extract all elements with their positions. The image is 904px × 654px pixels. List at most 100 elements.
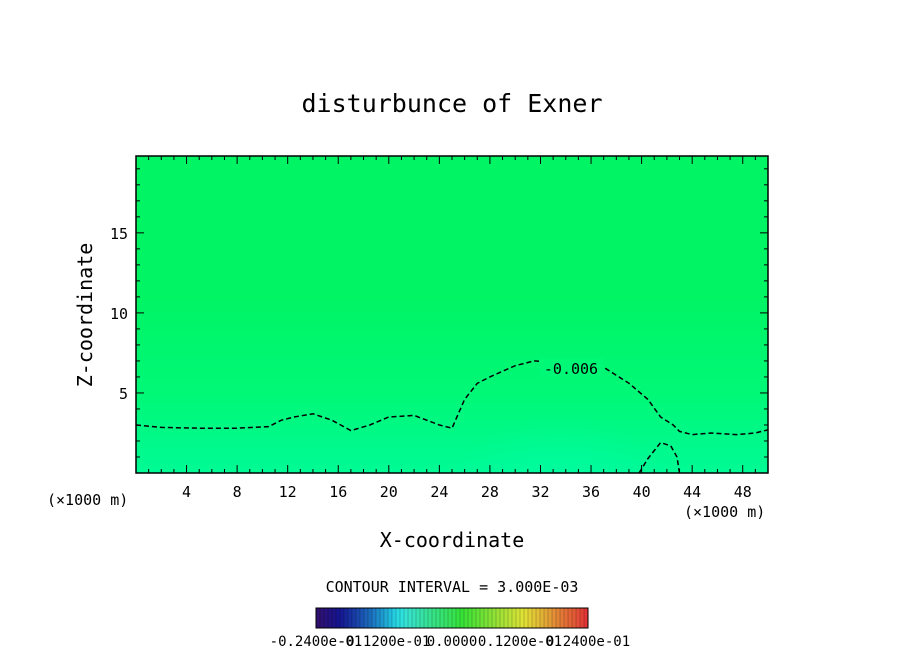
colorbar-cell <box>360 608 365 628</box>
colorbar-cell <box>444 608 449 628</box>
colorbar-frame <box>315 607 589 629</box>
colorbar-cell <box>536 608 541 628</box>
contour-label: -0.006 <box>544 360 598 378</box>
contour-line-loop <box>638 441 681 473</box>
colorbar-cell <box>568 608 573 628</box>
x-tick-label: 40 <box>633 483 651 501</box>
colorbar-cell <box>328 608 333 628</box>
x-unit-left: (×1000 m) <box>47 491 128 509</box>
colorbar-cell <box>368 608 373 628</box>
colorbar-cell <box>356 608 361 628</box>
colorbar-cell <box>428 608 433 628</box>
colorbar-cell <box>484 608 489 628</box>
colorbar-cell <box>576 608 581 628</box>
colorbar-cell <box>516 608 521 628</box>
colorbar-cell <box>420 608 425 628</box>
colorbar-cell <box>376 608 381 628</box>
colorbar-cell <box>440 608 445 628</box>
colorbar-cell <box>528 608 533 628</box>
colorbar-cell <box>320 608 325 628</box>
x-axis-ticks: 4 8 12 16 20 24 28 32 36 40 44 48 <box>148 156 756 501</box>
colorbar-cell <box>424 608 429 628</box>
colorbar-cell <box>468 608 473 628</box>
colorbar-cell <box>504 608 509 628</box>
x-tick-label: 44 <box>683 483 701 501</box>
field-background <box>136 156 768 473</box>
colorbar-cell <box>436 608 441 628</box>
colorbar-cell <box>352 608 357 628</box>
colorbar-labels: -0.2400e-01-0.1200e-010.0000 0.1200e-010.… <box>270 634 631 650</box>
colorbar-cell <box>316 608 321 628</box>
colorbar-label: 0.0000 <box>427 634 478 650</box>
y-tick-label: 10 <box>110 305 128 323</box>
colorbar-cell <box>512 608 517 628</box>
x-tick-label: 36 <box>582 483 600 501</box>
x-tick-label: 32 <box>531 483 549 501</box>
colorbar-cell <box>520 608 525 628</box>
colorbar-cell <box>340 608 345 628</box>
y-axis-label: Z-coordinate <box>73 243 97 388</box>
colorbar-cell <box>556 608 561 628</box>
colorbar-cell <box>492 608 497 628</box>
x-tick-label: 4 <box>182 483 191 501</box>
colorbar-cell <box>372 608 377 628</box>
colorbar-cell <box>432 608 437 628</box>
colorbar-cell <box>396 608 401 628</box>
y-tick-label: 15 <box>110 225 128 243</box>
colorbar-cell <box>524 608 529 628</box>
colorbar-cell <box>332 608 337 628</box>
colorbar-cell <box>464 608 469 628</box>
colorbar-cell <box>508 608 513 628</box>
field-high-bubble <box>450 365 670 473</box>
colorbar-cell <box>572 608 577 628</box>
colorbar <box>315 608 589 628</box>
colorbar-label: -0.1200e-01 <box>338 634 431 650</box>
colorbar-cell <box>472 608 477 628</box>
colorbar-cell <box>496 608 501 628</box>
colorbar-cell <box>344 608 349 628</box>
y-axis-ticks: 5 10 15 <box>110 168 768 458</box>
colorbar-cell <box>348 608 353 628</box>
plot-area <box>136 156 768 473</box>
colorbar-cell <box>552 608 557 628</box>
colorbar-cell <box>412 608 417 628</box>
colorbar-cell <box>408 608 413 628</box>
colorbar-cell <box>532 608 537 628</box>
colorbar-cell <box>452 608 457 628</box>
colorbar-cell <box>392 608 397 628</box>
colorbar-cell <box>544 608 549 628</box>
colorbar-label: -0.2400e-01 <box>270 634 363 650</box>
colorbar-cell <box>580 608 585 628</box>
colorbar-cell <box>416 608 421 628</box>
x-tick-label: 20 <box>380 483 398 501</box>
colorbar-cell <box>384 608 389 628</box>
colorbar-cell <box>364 608 369 628</box>
x-tick-label: 28 <box>481 483 499 501</box>
x-tick-label: 48 <box>734 483 752 501</box>
colorbar-cell <box>380 608 385 628</box>
colorbar-cell <box>564 608 569 628</box>
x-tick-label: 24 <box>430 483 448 501</box>
contour-interval-text: CONTOUR INTERVAL = 3.000E-03 <box>326 578 579 596</box>
x-tick-label: 16 <box>329 483 347 501</box>
y-tick-label: 5 <box>119 385 128 403</box>
colorbar-cell <box>456 608 461 628</box>
colorbar-cell <box>480 608 485 628</box>
colorbar-cell <box>388 608 393 628</box>
colorbar-cell <box>448 608 453 628</box>
chart-title: disturbunce of Exner <box>301 89 602 118</box>
colorbar-label: 0.2400e-01 <box>546 634 630 650</box>
label-mask <box>539 358 603 378</box>
colorbar-cell <box>584 608 589 628</box>
colorbar-cell <box>404 608 409 628</box>
colorbar-cell <box>400 608 405 628</box>
x-tick-label: 12 <box>279 483 297 501</box>
colorbar-cell <box>488 608 493 628</box>
x-tick-label: 8 <box>233 483 242 501</box>
x-axis-label: X-coordinate <box>380 528 525 552</box>
colorbar-cell <box>560 608 565 628</box>
colorbar-cell <box>500 608 505 628</box>
colorbar-cell <box>336 608 341 628</box>
colorbar-label: 0.1200e-01 <box>478 634 562 650</box>
